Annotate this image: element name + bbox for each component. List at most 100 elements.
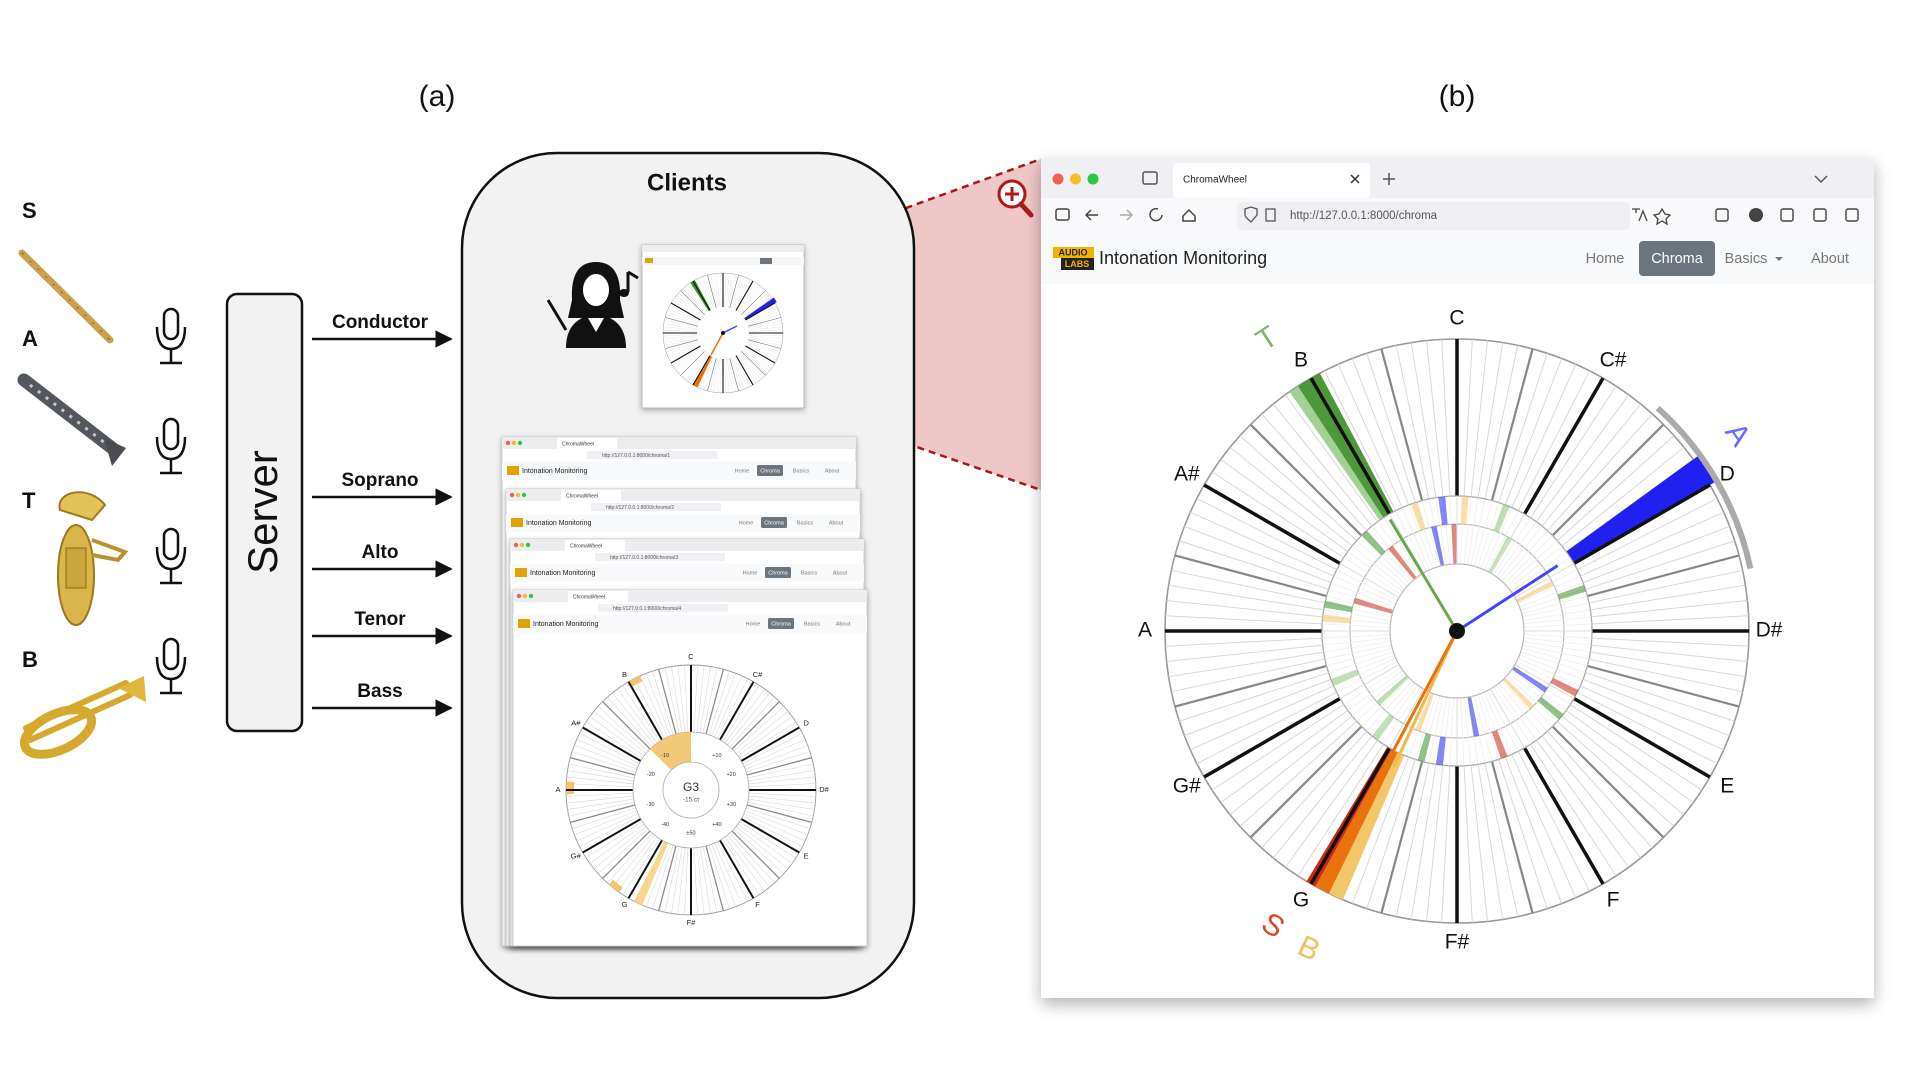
fine-line — [693, 847, 698, 915]
fine-line — [687, 284, 708, 313]
extension-icon — [1715, 208, 1729, 222]
ring-fine-line — [1442, 697, 1451, 766]
fine-line — [1229, 446, 1353, 547]
mini-traffic-light — [511, 440, 517, 446]
ring-segment — [1376, 674, 1409, 706]
ring-fine-line — [1498, 682, 1543, 737]
magnifier-handle — [1018, 201, 1034, 218]
fine-line — [567, 770, 634, 782]
fine-line — [668, 308, 700, 323]
fine-line — [671, 666, 683, 733]
fine-line — [745, 744, 808, 770]
fine-line — [597, 828, 649, 874]
mini-active-nav — [765, 567, 791, 578]
tab — [1173, 163, 1370, 198]
mini-app-title: Intonation Monitoring — [522, 468, 587, 475]
ring-fine-line — [1435, 497, 1447, 565]
note-line — [582, 726, 642, 762]
fine-line — [733, 356, 748, 388]
fine-line — [748, 792, 816, 797]
extension-icon — [1813, 208, 1827, 222]
mini-tabbar — [513, 590, 867, 602]
ring-fine-line — [1408, 504, 1434, 569]
fine-line — [1557, 435, 1675, 542]
fine-line — [729, 832, 775, 884]
ring-segment — [1417, 733, 1432, 762]
nav-item[interactable]: About — [1811, 251, 1849, 267]
clients-label: Clients — [647, 169, 727, 196]
fine-line — [1179, 672, 1329, 722]
zoom-icon — [997, 179, 1034, 218]
clarinet — [17, 373, 119, 455]
note-label: D — [1720, 463, 1735, 486]
ring-fine-line — [1520, 651, 1586, 674]
euphonium-valves — [65, 547, 87, 589]
fine-line — [622, 685, 660, 742]
nav-item[interactable]: Chroma — [1651, 251, 1704, 267]
ring-segment — [1410, 501, 1426, 531]
mini-note: G3 — [683, 780, 699, 794]
fine-line — [612, 692, 655, 746]
fine-line — [1561, 715, 1685, 816]
tab-title: ChromaWheel — [1183, 175, 1247, 186]
mini-url: http://127.0.0.1:8000/chroma/3 — [610, 555, 678, 561]
fine-line — [1535, 739, 1630, 868]
nav-item[interactable]: Home — [1586, 251, 1625, 267]
ring-fine-line — [1467, 497, 1479, 565]
fine-line — [579, 733, 640, 764]
pitch-range-arc — [1655, 405, 1754, 570]
ring-segment — [1467, 696, 1480, 737]
fine-line — [727, 834, 770, 888]
fine-line — [748, 320, 782, 328]
mini-active-nav — [757, 465, 783, 476]
band-orange — [1315, 749, 1398, 894]
fine-line — [1166, 644, 1323, 662]
mini-note-label: C# — [753, 670, 763, 679]
note-line — [735, 355, 754, 386]
ring-segment — [1330, 669, 1360, 686]
fine-line — [1196, 498, 1337, 571]
magnifier-plus — [1005, 187, 1019, 201]
note-line — [1522, 377, 1605, 515]
ring-segment — [1353, 597, 1394, 614]
traffic-light — [1070, 173, 1081, 185]
fine-line — [737, 354, 756, 384]
fine-line — [726, 358, 733, 393]
fine-line — [1582, 525, 1730, 584]
fine-line — [747, 763, 814, 779]
ring-segment — [1431, 525, 1445, 566]
nav-item[interactable]: Basics — [1725, 251, 1768, 267]
ring-fine-line — [1463, 697, 1472, 766]
flute — [18, 249, 114, 344]
fine-line — [607, 696, 653, 748]
mini-note-label: F# — [687, 918, 697, 927]
note-line — [735, 280, 754, 311]
fine-line — [748, 795, 816, 804]
fine-line — [1395, 762, 1430, 917]
url-bar — [1237, 202, 1630, 230]
back-icon — [1084, 209, 1098, 221]
fine-line — [1569, 704, 1703, 791]
note-line — [1309, 747, 1392, 885]
note-line — [1573, 483, 1711, 566]
fine-line — [1582, 678, 1730, 737]
semitone-boundary — [731, 830, 780, 879]
fine-line — [669, 344, 700, 361]
ring-fine-line — [1470, 498, 1486, 566]
fine-line — [634, 678, 665, 739]
ring-fine-line — [1483, 507, 1513, 570]
fine-line — [1470, 765, 1488, 922]
cent-label: +10 — [712, 753, 721, 759]
fine-line — [699, 847, 711, 914]
server-label: Server — [239, 450, 286, 574]
note-line — [670, 302, 701, 321]
note-label: A# — [1174, 463, 1200, 486]
fine-line — [566, 776, 634, 785]
note-line — [740, 818, 800, 854]
mini-navbar — [642, 257, 804, 265]
cent-label: -30 — [647, 802, 655, 808]
note-line — [719, 681, 755, 741]
fine-line — [716, 358, 721, 393]
fine-line — [1591, 637, 1749, 647]
fine-line — [746, 343, 778, 358]
